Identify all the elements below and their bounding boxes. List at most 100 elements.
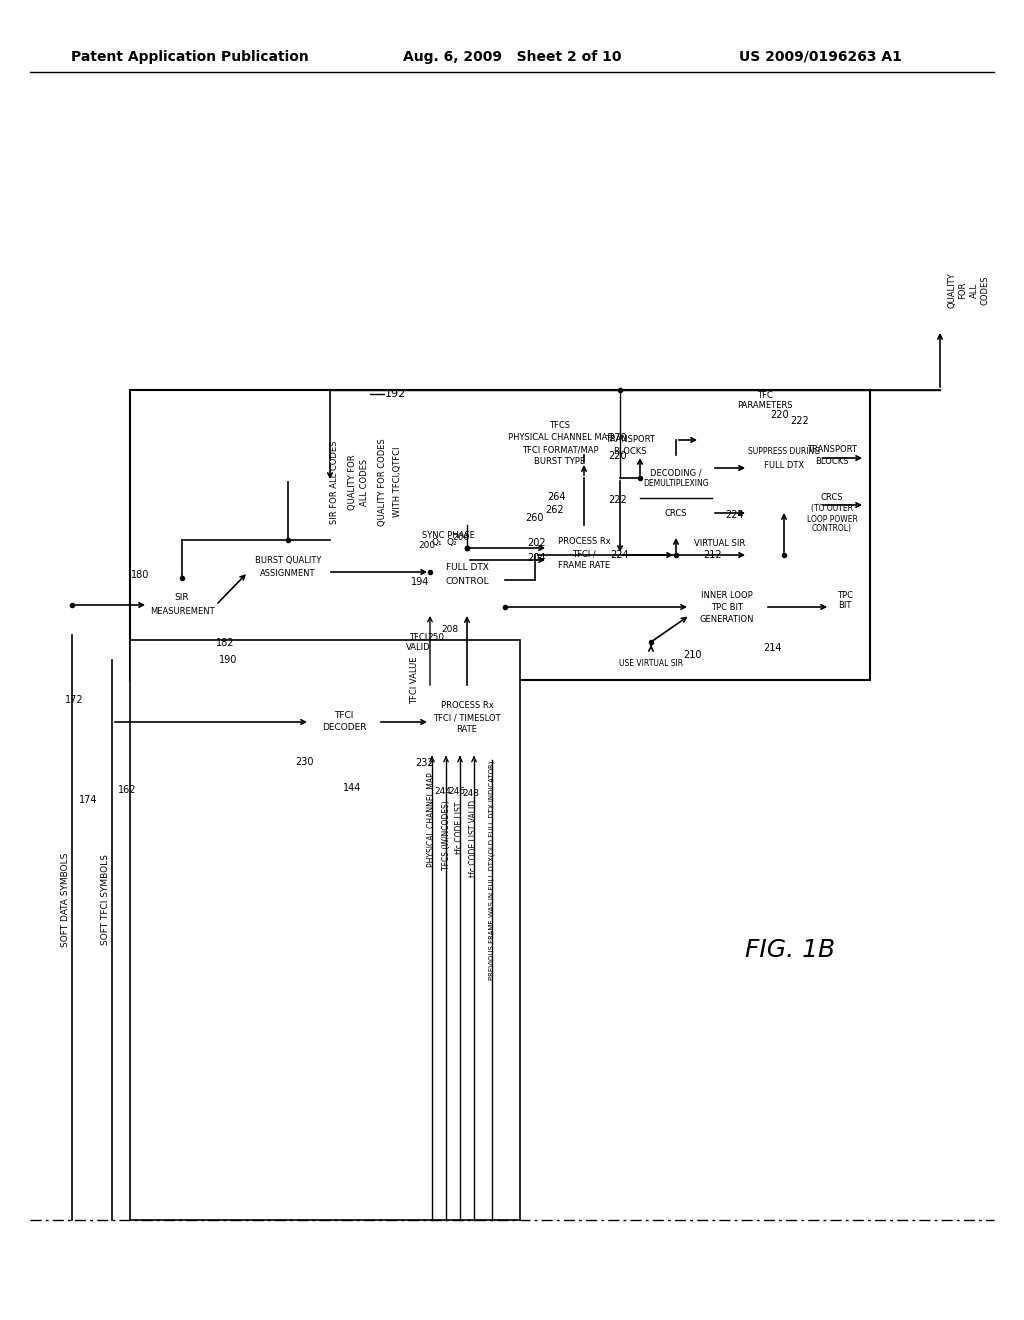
Text: LOOP POWER: LOOP POWER	[807, 515, 857, 524]
Text: 220: 220	[608, 451, 628, 461]
Text: FULL DTX: FULL DTX	[445, 564, 488, 573]
Text: RATE: RATE	[457, 726, 477, 734]
Text: 172: 172	[65, 696, 84, 705]
Bar	[148, 578, 216, 634]
Text: Patent Application Publication: Patent Application Publication	[71, 50, 309, 63]
Bar	[640, 455, 712, 535]
Text: GENERATION: GENERATION	[699, 615, 755, 623]
Text: (TO OUTER: (TO OUTER	[811, 504, 853, 513]
Bar	[615, 648, 687, 678]
Text: VIRTUAL SIR: VIRTUAL SIR	[694, 539, 745, 548]
Bar	[548, 525, 620, 585]
Text: 206: 206	[453, 533, 470, 543]
Text: PROCESS Rx: PROCESS Rx	[440, 701, 494, 710]
Text: 246: 246	[449, 788, 466, 796]
Text: 262: 262	[546, 506, 564, 515]
Text: 182: 182	[216, 638, 234, 648]
Text: VALID: VALID	[406, 644, 430, 652]
Text: 162: 162	[118, 785, 136, 795]
Text: CONTROL): CONTROL)	[812, 524, 852, 533]
Text: TPC BIT: TPC BIT	[711, 602, 743, 611]
Text: ASSIGNMENT: ASSIGNMENT	[260, 569, 315, 578]
Text: 222: 222	[791, 416, 809, 426]
Text: 180: 180	[131, 570, 150, 579]
Bar	[310, 696, 378, 750]
Text: SIR: SIR	[175, 594, 189, 602]
Text: TFC: TFC	[757, 391, 773, 400]
Text: INNER LOOP: INNER LOOP	[701, 590, 753, 599]
Text: BURST TYPE: BURST TYPE	[535, 458, 586, 466]
Text: QUALITY FOR: QUALITY FOR	[348, 454, 357, 510]
Text: SYNC PHASE: SYNC PHASE	[422, 531, 474, 540]
Text: SOFT DATA SYMBOLS: SOFT DATA SYMBOLS	[60, 853, 70, 948]
Text: 250: 250	[427, 634, 444, 643]
Text: PROCESS Rx: PROCESS Rx	[558, 537, 610, 546]
Text: 248: 248	[463, 788, 479, 797]
Text: PHYSICAL CHANNEL MAP: PHYSICAL CHANNEL MAP	[508, 433, 612, 442]
Text: TFCS: TFCS	[550, 421, 570, 429]
Text: 230: 230	[296, 756, 314, 767]
Text: FULL DTX: FULL DTX	[764, 461, 804, 470]
Text: CRCS: CRCS	[665, 508, 687, 517]
Text: 200: 200	[419, 540, 435, 549]
Text: WITH TFCI,QTFCI: WITH TFCI,QTFCI	[393, 446, 402, 517]
Text: BIT: BIT	[839, 602, 852, 610]
Text: QUALITY: QUALITY	[947, 272, 956, 308]
Text: DECODER: DECODER	[322, 723, 367, 733]
Text: 260: 260	[525, 513, 544, 523]
Text: Q₁: Q₁	[432, 539, 442, 548]
Text: QUALITY FOR CODES: QUALITY FOR CODES	[378, 438, 387, 525]
Text: PREVIOUS FRAME WAS IN FULL DTX(OLD FULL DTX INDICATOR): PREVIOUS FRAME WAS IN FULL DTX(OLD FULL …	[488, 760, 496, 979]
Bar	[430, 548, 505, 612]
Text: 194: 194	[411, 577, 429, 587]
Text: 210: 210	[683, 649, 701, 660]
Text: SOFT TFCI SYMBOLS: SOFT TFCI SYMBOLS	[100, 854, 110, 945]
Text: TFCI /: TFCI /	[572, 549, 596, 558]
Text: BLOCKS: BLOCKS	[815, 457, 849, 466]
Text: 232: 232	[416, 758, 434, 768]
Text: TRANSPORT: TRANSPORT	[807, 446, 857, 454]
Text: Aug. 6, 2009   Sheet 2 of 10: Aug. 6, 2009 Sheet 2 of 10	[402, 50, 622, 63]
Bar	[248, 540, 328, 605]
Text: 224: 224	[610, 550, 630, 560]
Text: USE VIRTUAL SIR: USE VIRTUAL SIR	[618, 659, 683, 668]
Bar	[130, 389, 870, 680]
Text: 222: 222	[608, 495, 628, 506]
Text: 190: 190	[219, 655, 238, 665]
Text: 204: 204	[527, 553, 546, 564]
Text: 174: 174	[79, 795, 97, 805]
Text: CRCS: CRCS	[821, 494, 843, 503]
Text: Q₂: Q₂	[446, 539, 458, 548]
Text: tfc CODE LIST VALID: tfc CODE LIST VALID	[469, 800, 478, 876]
Text: MEASUREMENT: MEASUREMENT	[150, 607, 214, 616]
Text: PARAMETERS: PARAMETERS	[737, 401, 793, 411]
Text: TFCS (W/NCODES): TFCS (W/NCODES)	[441, 800, 451, 870]
Text: 270: 270	[608, 433, 628, 444]
Text: 202: 202	[527, 539, 547, 548]
Text: TFCI / TIMESLOT: TFCI / TIMESLOT	[433, 714, 501, 722]
Text: TFCI VALUE: TFCI VALUE	[411, 656, 420, 704]
Text: CODES: CODES	[981, 276, 989, 305]
Text: FRAME RATE: FRAME RATE	[558, 561, 610, 570]
Text: 264: 264	[547, 492, 565, 502]
Text: 212: 212	[703, 550, 722, 560]
Text: BURST QUALITY: BURST QUALITY	[255, 556, 322, 565]
Text: TRANSPORT: TRANSPORT	[605, 436, 655, 445]
Text: DECODING /: DECODING /	[650, 469, 701, 478]
Bar	[130, 640, 520, 1220]
Text: TFCI: TFCI	[334, 710, 353, 719]
Text: SIR FOR ALL CODES: SIR FOR ALL CODES	[330, 441, 339, 524]
Text: ALL CODES: ALL CODES	[360, 458, 369, 506]
Text: BLOCKS: BLOCKS	[613, 446, 647, 455]
Text: FIG. 1B: FIG. 1B	[744, 939, 835, 962]
Text: CONTROL: CONTROL	[445, 578, 488, 586]
Text: TFCI: TFCI	[409, 634, 427, 643]
Bar	[690, 577, 765, 642]
Bar	[748, 430, 820, 510]
Text: FOR: FOR	[958, 281, 968, 298]
Text: 214: 214	[764, 643, 782, 653]
Text: DEMULTIPLEXING: DEMULTIPLEXING	[643, 479, 709, 488]
Text: 220: 220	[771, 411, 790, 420]
Text: tfc CODE LIST: tfc CODE LIST	[456, 801, 465, 854]
Text: ALL: ALL	[970, 282, 979, 297]
